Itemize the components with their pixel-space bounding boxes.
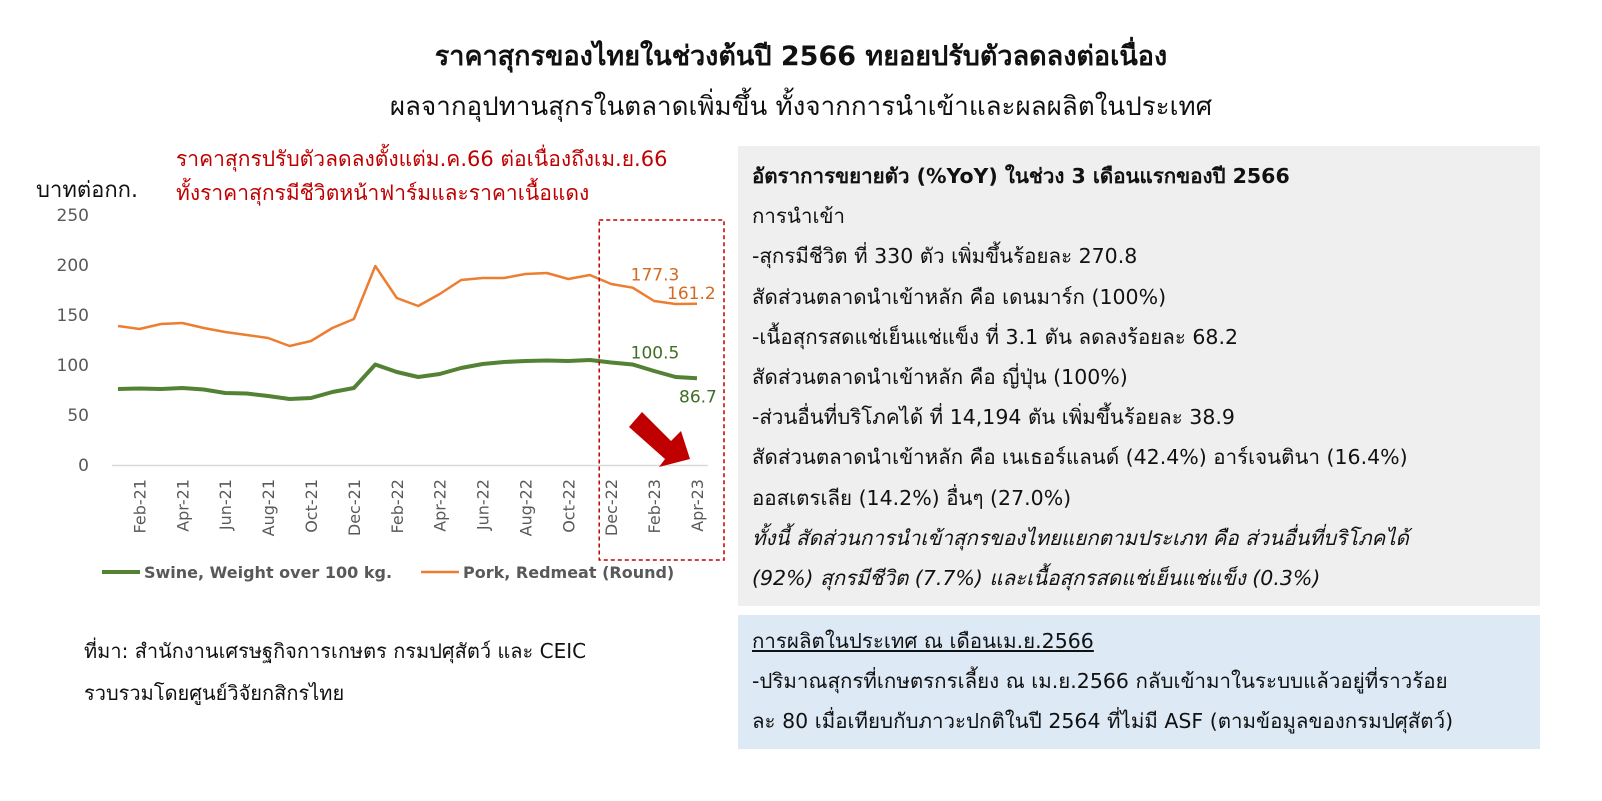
y-tick-label: 50 [67,406,89,426]
pig-price-line-chart: 250 200 150 100 50 0 Feb-21 Apr-21 Jun-21 Aug-21 O… [57,206,725,582]
source-note: ที่มา: สำนักงานเศรษฐกิจการเกษตร กรมปศุสั… [84,630,586,714]
import-share-note: ทั้งนี้ สัดส่วนการนำเข้าสุกรของไทยแยกตาม… [752,525,1409,550]
legend-label: Swine, Weight over 100 kg. [144,563,392,582]
x-tick-label: Feb-23 [645,479,664,533]
y-tick-label: 200 [57,256,89,276]
production-line: -ปริมาณสุกรที่เกษตรกรเลี้ยง ณ เม.ย.2566 … [752,669,1448,693]
production-info-panel: การผลิตในประเทศ ณ เดือนเม.ย.2566 -ปริมาณ… [738,615,1540,749]
chart-annotation: ราคาสุกรปรับตัวลดลงตั้งแต่ม.ค.66 ต่อเนื่… [176,142,667,210]
data-label: 86.7 [679,387,717,407]
x-tick-label: Feb-22 [388,479,407,533]
x-tick-label: Feb-21 [130,479,149,533]
import-line: ออสเตรเลีย (14.2%) อื่นๆ (27.0%) [752,485,1072,510]
x-tick-label: Aug-22 [516,479,535,536]
source-line1: ที่มา: สำนักงานเศรษฐกิจการเกษตร กรมปศุสั… [84,639,587,663]
import-line: สัดส่วนตลาดนำเข้าหลัก คือ เนเธอร์แลนด์ (… [752,445,1408,470]
import-line: สัดส่วนตลาดนำเข้าหลัก คือ เดนมาร์ก (100%… [752,284,1167,309]
x-tick-label: Dec-22 [602,479,621,536]
y-tick-label: 0 [78,456,89,476]
import-line: -เนื้อสุกรสดแช่เย็นแช่แข็ง ที่ 3.1 ตัน ล… [752,324,1239,349]
x-tick-label: Dec-21 [345,479,364,536]
chart-annotation-line2: ทั้งราคาสุกรมีชีวิตหน้าฟาร์มและราคาเนื้อ… [176,181,590,205]
y-tick-label: 150 [57,306,89,326]
import-panel-heading: อัตราการขยายตัว (%YoY) ในช่วง 3 เดือนแรก… [752,164,1290,188]
y-tick-label: 250 [57,206,89,226]
import-line: สัดส่วนตลาดนำเข้าหลัก คือ ญี่ปุ่น (100%) [752,365,1128,390]
page-title: ราคาสุกรของไทยในช่วงต้นปี 2566 ทยอยปรับต… [434,41,1168,72]
highlight-box [598,219,725,561]
production-panel-heading: การผลิตในประเทศ ณ เดือนเม.ย.2566 [752,629,1094,653]
x-tick-label: Oct-21 [302,479,321,533]
data-label: 100.5 [631,344,680,364]
production-line: ละ 80 เมื่อเทียบกับภาวะปกติในปี 2564 ที่… [752,709,1454,733]
x-tick-label: Apr-23 [688,479,707,532]
chart-annotation-line1: ราคาสุกรปรับตัวลดลงตั้งแต่ม.ค.66 ต่อเนื่… [176,147,668,171]
import-line: -สุกรมีชีวิต ที่ 330 ตัว เพิ่มขึ้นร้อยละ… [752,244,1138,269]
source-line2: รวบรวมโดยศูนย์วิจัยกสิกรไทย [84,681,345,705]
y-axis-unit-label: บาทต่อกก. [36,178,138,203]
x-tick-label: Oct-22 [559,479,578,533]
data-label: 177.3 [631,266,680,286]
x-tick-label: Jun-22 [474,479,493,531]
import-share-note: (92%) สุกรมีชีวิต (7.7%) และเนื้อสุกรสดแ… [752,566,1321,591]
y-tick-label: 100 [57,356,89,376]
x-tick-label: Jun-21 [216,479,235,531]
x-tick-label: Aug-21 [259,479,278,536]
x-tick-label: Apr-22 [431,479,450,532]
import-info-panel: อัตราการขยายตัว (%YoY) ในช่วง 3 เดือนแรก… [738,146,1540,606]
series-line-swine [117,358,698,401]
legend-label: Pork, Redmeat (Round) [463,563,674,582]
x-tick-label: Apr-21 [173,479,192,532]
page-subtitle: ผลจากอุปทานสุกรในตลาดเพิ่มขึ้น ทั้งจากกา… [389,92,1213,122]
import-line: การนำเข้า [752,204,845,229]
data-label: 161.2 [667,284,716,304]
series-line-pork [117,264,698,348]
import-line: -ส่วนอื่นที่บริโภคได้ ที่ 14,194 ตัน เพิ… [752,405,1235,430]
down-arrow-icon [629,412,690,467]
